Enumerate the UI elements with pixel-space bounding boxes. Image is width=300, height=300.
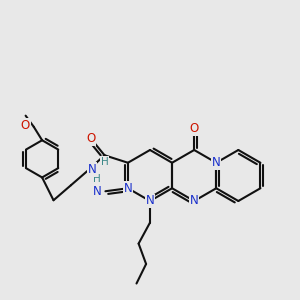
Text: H: H: [100, 157, 108, 167]
Text: O: O: [86, 132, 96, 145]
Text: O: O: [190, 122, 199, 136]
Text: N: N: [212, 156, 220, 169]
Text: O: O: [21, 119, 30, 132]
Text: N: N: [124, 182, 132, 195]
Text: H: H: [93, 174, 101, 184]
Text: N: N: [190, 194, 199, 208]
Text: N: N: [93, 185, 101, 198]
Text: N: N: [88, 163, 96, 176]
Text: N: N: [146, 194, 154, 208]
